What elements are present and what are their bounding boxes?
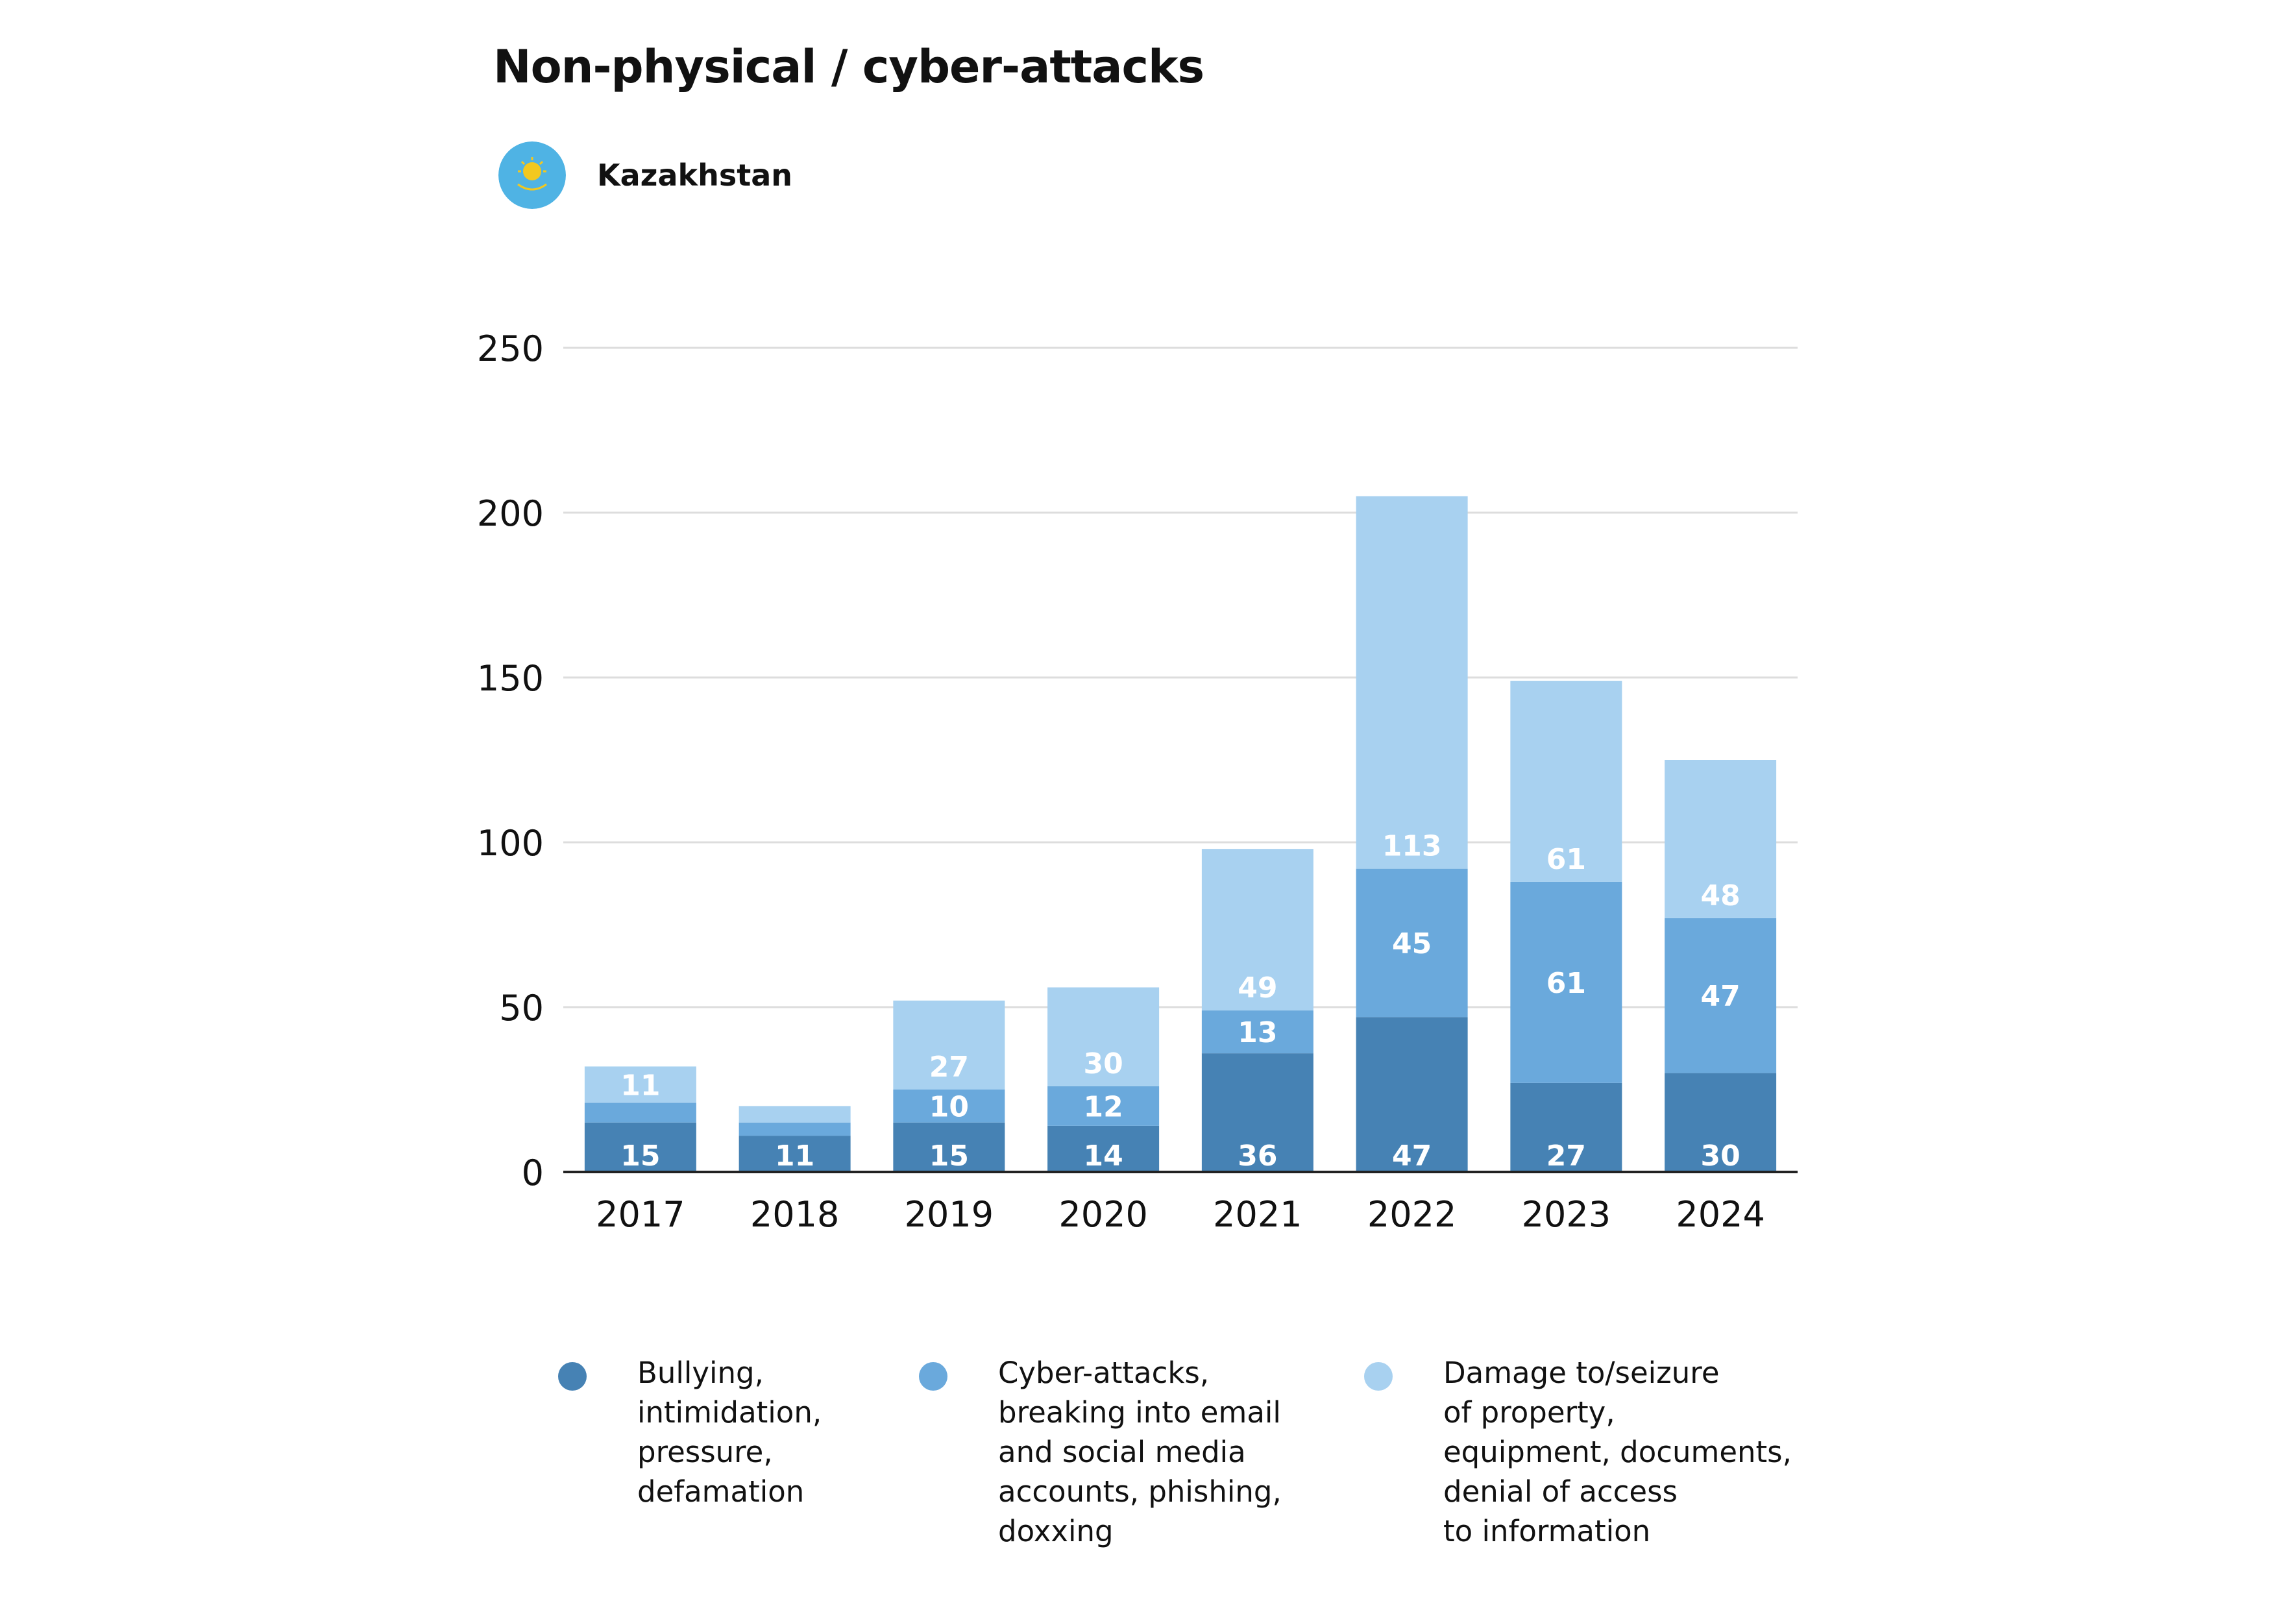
bar-bullying-2023 [1510, 1082, 1622, 1172]
data-label-bullying-2024: 30 [1701, 1140, 1740, 1173]
data-label-bullying-2020: 14 [1084, 1140, 1123, 1173]
x-tick-label-2021: 2021 [1213, 1194, 1302, 1235]
legend-swatch-cyber-attacks [919, 1362, 947, 1391]
kazakhstan-flag-icon [498, 141, 566, 209]
bar-bullying-2022 [1356, 1017, 1468, 1172]
data-label-cyber-2019: 10 [929, 1090, 969, 1123]
chart-title: Non-physical / cyber-attacks [493, 40, 1204, 93]
bar-cyber-2021 [1201, 1010, 1313, 1054]
bar-bullying-2024 [1665, 1073, 1777, 1172]
bar-damage-2021 [1201, 849, 1313, 1011]
bar-cyber-2022 [1356, 868, 1468, 1018]
data-label-bullying-2019: 15 [929, 1140, 969, 1173]
bar-cyber-2018 [739, 1122, 851, 1136]
data-label-cyber-2022: 45 [1392, 927, 1432, 960]
x-tick-label-2018: 2018 [750, 1194, 839, 1235]
bar-damage-2017 [584, 1066, 696, 1103]
data-label-bullying-2021: 36 [1238, 1140, 1277, 1173]
y-tick-label-0: 0 [522, 1153, 544, 1193]
data-label-bullying-2018: 11 [775, 1140, 814, 1173]
legend-label-bullying: Bullying, intimidation, pressure, defama… [637, 1356, 822, 1509]
x-tick-label-2023: 2023 [1522, 1194, 1611, 1235]
data-label-cyber-2021: 13 [1238, 1016, 1277, 1049]
data-label-bullying-2023: 27 [1546, 1140, 1586, 1173]
data-label-cyber-2023: 61 [1546, 967, 1586, 1000]
x-tick-label-2022: 2022 [1367, 1194, 1456, 1235]
bar-damage-2019 [893, 1000, 1005, 1090]
bar-damage-2018 [739, 1106, 851, 1123]
data-label-damage-2024: 48 [1701, 879, 1740, 912]
data-label-cyber-2024: 47 [1701, 980, 1740, 1013]
legend-label-cyber-attacks: Cyber-attacks, breaking into email and s… [998, 1356, 1282, 1548]
data-label-damage-2021: 49 [1238, 971, 1277, 1005]
data-label-bullying-2017: 15 [620, 1140, 660, 1173]
stacked-bar-chart: 0 50 100 150 200 250 15 11 2017 11 2018 15 10 27 2019 1… [477, 328, 1798, 1235]
bar-cyber-2024 [1665, 918, 1777, 1073]
country-label: Kazakhstan [498, 141, 792, 209]
legend-item-bullying: Bullying, intimidation, pressure, defama… [558, 1353, 822, 1511]
chart-legend: Bullying, intimidation, pressure, defama… [0, 1353, 2296, 1548]
legend-item-cyber-attacks: Cyber-attacks, breaking into email and s… [919, 1353, 1282, 1551]
x-tick-label-2020: 2020 [1058, 1194, 1147, 1235]
data-label-damage-2017: 11 [620, 1069, 660, 1102]
y-tick-label-150: 150 [477, 658, 544, 699]
bar-damage-2022 [1356, 496, 1468, 869]
x-tick-label-2024: 2024 [1676, 1194, 1765, 1235]
y-tick-label-250: 250 [477, 328, 544, 369]
data-label-damage-2023: 61 [1546, 843, 1586, 876]
data-label-bullying-2022: 47 [1392, 1140, 1432, 1173]
bar-cyber-2023 [1510, 881, 1622, 1083]
legend-label-damage: Damage to/seizure of property, equipment… [1443, 1356, 1792, 1548]
bar-damage-2023 [1510, 681, 1622, 882]
x-tick-label-2017: 2017 [596, 1194, 685, 1235]
legend-swatch-bullying [558, 1362, 587, 1391]
data-label-damage-2022: 113 [1382, 830, 1442, 863]
legend-swatch-damage [1364, 1362, 1393, 1391]
y-tick-label-50: 50 [499, 988, 544, 1029]
bar-cyber-2017 [584, 1103, 696, 1123]
legend-item-damage: Damage to/seizure of property, equipment… [1364, 1353, 1792, 1551]
bar-bullying-2018 [739, 1136, 851, 1172]
bar-bullying-2020 [1047, 1125, 1160, 1172]
bar-cyber-2019 [893, 1090, 1005, 1123]
bar-bullying-2021 [1201, 1053, 1313, 1172]
bar-damage-2024 [1665, 760, 1777, 918]
bar-bullying-2017 [584, 1122, 696, 1172]
y-tick-label-200: 200 [477, 493, 544, 534]
data-label-damage-2019: 27 [929, 1051, 969, 1084]
bar-cyber-2020 [1047, 1086, 1160, 1126]
bar-bullying-2019 [893, 1122, 1005, 1172]
y-tick-label-100: 100 [477, 823, 544, 864]
bar-damage-2020 [1047, 987, 1160, 1086]
data-label-cyber-2020: 12 [1084, 1090, 1123, 1123]
country-name: Kazakhstan [597, 158, 792, 193]
data-label-damage-2020: 30 [1084, 1047, 1123, 1080]
x-tick-label-2019: 2019 [905, 1194, 994, 1235]
